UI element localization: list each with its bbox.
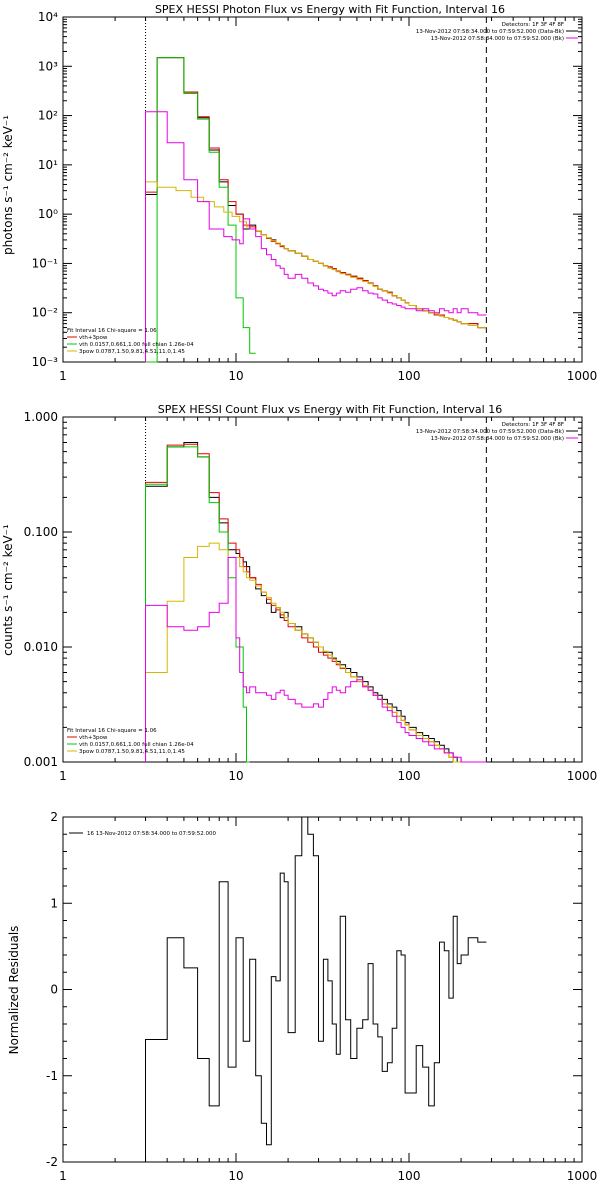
x-tick-label: 1 <box>59 369 67 383</box>
y-tick-label: -1 <box>46 1069 58 1083</box>
y-tick-label: 10⁻¹ <box>32 256 59 270</box>
legend-entry: vth 0.0157,0.661,1.00 full chian 1.26e-0… <box>79 742 194 748</box>
residuals-plot: 1 10 100 1000 -2 -1 0 1 2 16 13-Nov-2012 07:58:34… <box>46 810 597 1183</box>
y-tick-label: 10⁴ <box>38 10 58 24</box>
legend-entry: Detectors: 1F 3F 4F 8F <box>502 422 564 428</box>
series-line <box>145 57 256 363</box>
photon-flux-plot: 1 10 100 1000 10⁻³ 10⁻² 10⁻¹ 10⁰ 10¹ 10² 10³ 10⁴ Det… <box>32 10 598 383</box>
residuals-ylabel: Normalized Residuals <box>7 926 21 1055</box>
y-tick-label: 1.000 <box>24 410 58 424</box>
count-flux-title: SPEX HESSI Count Flux vs Energy with Fit… <box>158 403 502 416</box>
plot-frame <box>62 416 583 763</box>
legend-entry: 16 13-Nov-2012 07:58:34.000 to 07:59:52.… <box>87 831 216 837</box>
count-flux-plot: 1 10 100 1000 0.001 0.010 0.100 1.000 Detectors:… <box>24 410 598 783</box>
legend-entry: 13-Nov-2012 07:58:34.000 to 07:59:52.000… <box>416 29 564 35</box>
y-tick-label: 10⁻² <box>32 306 59 320</box>
legend-entry: 3pow 0.0787,1.50,9.81,4.51,11.0,1.45 <box>79 749 185 755</box>
residuals-panel: Normalized Residuals 1 10 100 1000 -2 -1 0 1 2 16… <box>7 810 597 1183</box>
series-line <box>145 446 250 763</box>
legend-entry: Fit Interval 16 Chi-square = 1.06 <box>67 728 157 734</box>
y-tick-label: 10³ <box>38 59 58 73</box>
series-line <box>145 816 487 1162</box>
x-tick-label: 1 <box>59 769 67 783</box>
count-flux-panel: SPEX HESSI Count Flux vs Energy with Fit… <box>1 403 597 783</box>
count-flux-ylabel: counts s⁻¹ cm⁻² keV⁻¹ <box>1 524 15 656</box>
photon-flux-title: SPEX HESSI Photon Flux vs Energy with Fi… <box>155 3 505 16</box>
legend-entry: Detectors: 1F 3F 4F 8F <box>502 22 564 28</box>
x-tick-label: 1000 <box>567 769 598 783</box>
y-tick-label: 1 <box>50 896 58 910</box>
y-tick-label: 10⁰ <box>38 207 58 221</box>
series-line <box>145 557 487 763</box>
x-tick-label: 10 <box>228 769 243 783</box>
y-tick-label: -2 <box>46 1155 58 1169</box>
x-tick-label: 1 <box>59 1169 67 1183</box>
y-tick-label: 0.100 <box>24 525 58 539</box>
x-tick-label: 10 <box>228 1169 243 1183</box>
x-tick-label: 1000 <box>567 369 598 383</box>
legend-entry: vth+3pow <box>79 735 108 741</box>
legend-entry: Fit Interval 16 Chi-square = 1.06 <box>67 328 157 334</box>
y-tick-label: 2 <box>50 810 58 824</box>
legend-entry: 3pow 0.0787,1.50,9.81,4.51,11.0,1.45 <box>79 349 185 355</box>
y-tick-label: 10⁻³ <box>32 355 59 369</box>
y-tick-label: 10¹ <box>38 158 58 172</box>
y-tick-label: 10² <box>38 109 58 123</box>
y-tick-label: 0.010 <box>24 640 58 654</box>
x-tick-label: 100 <box>398 369 421 383</box>
legend-entry: 13-Nov-2012 07:58:34.000 to 07:59:52.000… <box>431 436 564 442</box>
x-tick-label: 100 <box>398 1169 421 1183</box>
series-line <box>145 181 487 362</box>
legend-entry: vth+3pow <box>79 335 108 341</box>
x-tick-label: 100 <box>398 769 421 783</box>
series-line <box>145 111 487 362</box>
y-tick-label: 0 <box>50 983 58 997</box>
x-tick-label: 1000 <box>567 1169 598 1183</box>
photon-flux-ylabel: photons s⁻¹ cm⁻² keV⁻¹ <box>1 115 15 255</box>
x-tick-label: 10 <box>228 369 243 383</box>
plot-frame <box>62 16 583 363</box>
photon-flux-panel: SPEX HESSI Photon Flux vs Energy with Fi… <box>1 3 597 383</box>
legend-entry: 13-Nov-2012 07:58:34.000 to 07:59:52.000… <box>431 36 564 42</box>
legend-entry: 13-Nov-2012 07:58:34.000 to 07:59:52.000… <box>416 429 564 435</box>
y-tick-label: 0.001 <box>24 755 58 769</box>
legend-entry: vth 0.0157,0.661,1.00 full chian 1.26e-0… <box>79 342 194 348</box>
